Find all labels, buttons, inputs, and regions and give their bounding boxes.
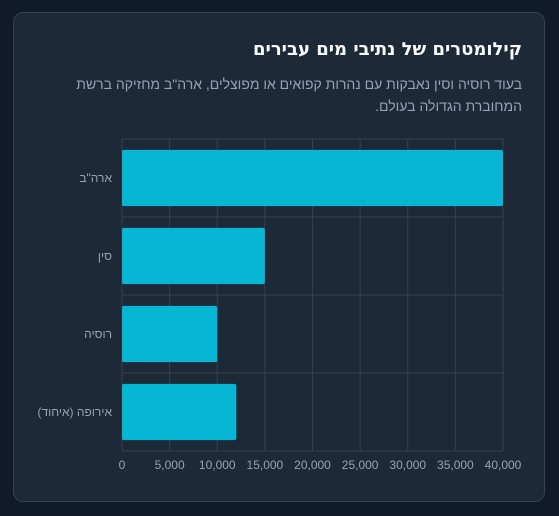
x-tick-label: 20,000	[294, 458, 331, 472]
bar	[122, 383, 237, 441]
x-tick-label: 25,000	[342, 458, 379, 472]
x-tick-label: 40,000	[485, 458, 522, 472]
chart-subtitle: בעוד רוסיה וסין נאבקות עם נהרות קפואים א…	[76, 76, 522, 114]
category-label: סין	[98, 249, 112, 263]
x-tick-label: 30,000	[389, 458, 426, 472]
x-tick-label: 35,000	[437, 458, 474, 472]
category-label: רוסיה	[84, 327, 112, 341]
bar	[122, 305, 218, 363]
x-tick-label: 5,000	[155, 458, 185, 472]
bar-chart: 0 5,000 10,000 15,000 20,000 25,000 30,000 35,0…	[37, 138, 522, 472]
x-tick-label: 10,000	[199, 458, 236, 472]
bar	[122, 149, 503, 207]
chart-title: קילומטרים של נתיבי מים עבירים	[253, 39, 522, 60]
category-label: ארה"ב	[79, 171, 112, 185]
bar	[122, 227, 265, 285]
category-label: אירופה (איחוד)	[37, 405, 112, 419]
x-tick-label: 15,000	[247, 458, 284, 472]
chart-card: קילומטרים של נתיבי מים עבירים בעוד רוסיה…	[13, 12, 545, 502]
x-tick-label: 0	[119, 458, 126, 472]
